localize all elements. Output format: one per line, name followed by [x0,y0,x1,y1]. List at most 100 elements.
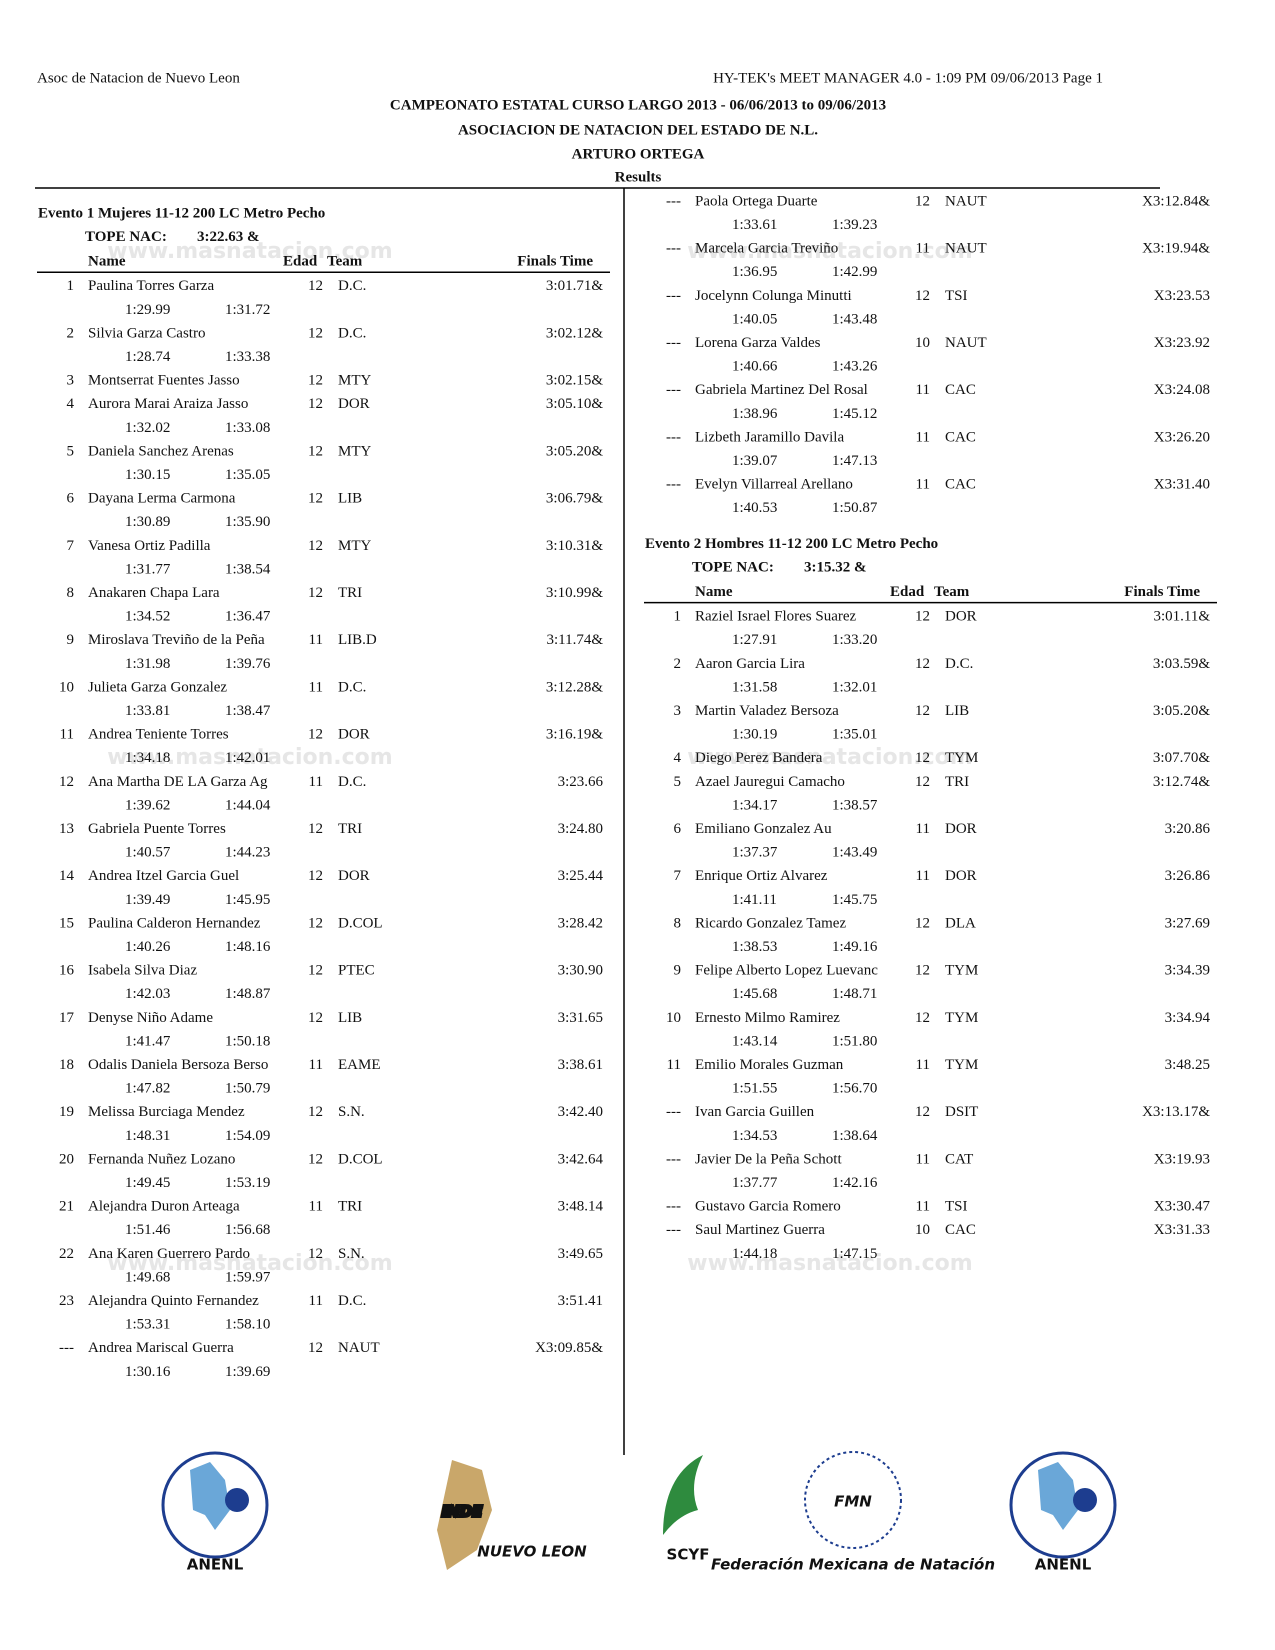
team: TRI [338,821,362,837]
team: DOR [338,868,370,884]
swimmer-name: Jocelynn Colunga Minutti [695,288,852,304]
split: 1:43.48 [832,311,877,327]
age: 12 [915,656,930,672]
swimmer-name: Martin Valadez Bersoza [695,703,839,719]
finals-time: 3:34.94 [1165,1010,1211,1026]
place: 8 [67,585,75,601]
finals-time: X3:24.08 [1154,382,1210,398]
place: 20 [59,1151,74,1167]
split: 1:38.96 [732,406,778,422]
split: 1:45.12 [832,406,877,422]
logo-text: ANENL [1035,1556,1092,1574]
age: 12 [308,1340,323,1356]
finals-time: 3:16.19& [546,727,603,743]
header-right: HY-TEK's MEET MANAGER 4.0 - 1:09 PM 09/0… [713,70,1103,86]
watermark: www.masnatacion.com [107,239,392,264]
place: 16 [59,963,75,979]
split: 1:48.31 [125,1128,170,1144]
split: 1:29.99 [125,302,170,318]
age: 12 [308,821,323,837]
age: 11 [916,429,930,445]
finals-time: 3:11.74& [546,632,603,648]
swimmer-name: Gustavo Garcia Romero [695,1199,841,1215]
place: 6 [674,821,682,837]
split: 1:40.57 [125,845,171,861]
col-time: Finals Time [1124,584,1200,600]
place: 7 [674,868,682,884]
team: NAUT [338,1340,380,1356]
split: 1:32.02 [125,420,170,436]
swimmer-name: Lorena Garza Valdes [695,335,821,351]
split: 1:30.89 [125,514,170,530]
place: 13 [59,821,74,837]
team: TRI [338,585,362,601]
place: 10 [59,679,74,695]
finals-time: X3:26.20 [1154,429,1210,445]
venue: ARTURO ORTEGA [572,146,705,162]
split: 1:35.05 [225,467,270,483]
logo-map [190,1462,230,1530]
swimmer-name: Paola Ortega Duarte [695,193,818,209]
col-name: Name [88,254,126,270]
split: 1:32.01 [832,679,877,695]
age: 12 [308,373,323,389]
swimmer-name: Melissa Burciaga Mendez [88,1104,245,1120]
team: CAC [945,429,976,445]
place: 21 [59,1199,74,1215]
team: D.C. [338,278,366,294]
watermark: www.masnatacion.com [687,1251,972,1276]
place: 18 [59,1057,74,1073]
team: MTY [338,373,372,389]
finals-time: 3:49.65 [558,1246,603,1262]
split: 1:38.54 [225,561,271,577]
age: 12 [308,915,323,931]
split: 1:45.95 [225,892,270,908]
logo-ball [1073,1488,1097,1512]
split: 1:47.15 [832,1246,877,1262]
split: 1:37.77 [732,1175,778,1191]
results: Evento 1 Mujeres 11-12 200 LC Metro Pech… [37,193,1217,1380]
finals-time: 3:42.64 [558,1151,604,1167]
col-age: Edad [890,584,925,600]
place: 4 [67,396,75,412]
finals-time: X3:13.17& [1142,1104,1210,1120]
split: 1:34.53 [732,1128,777,1144]
team: LIB.D [338,632,377,648]
split: 1:35.90 [225,514,270,530]
tope-value: 3:22.63 & [197,229,260,245]
swimmer-name: Denyse Niño Adame [88,1010,213,1026]
finals-time: 3:20.86 [1165,821,1211,837]
split: 1:40.26 [125,939,171,955]
swimmer-name: Anakaren Chapa Lara [88,585,220,601]
team: TYM [945,1057,978,1073]
split: 1:31.98 [125,656,170,672]
watermarks: www.masnatacion.com www.masnatacion.com ww… [107,239,972,1276]
age: 12 [308,1151,323,1167]
split: 1:38.57 [832,797,878,813]
logo-emblem [1009,1451,1117,1559]
swimmer-name: Aurora Marai Araiza Jasso [88,396,248,412]
swimmer-name: Fernanda Nuñez Lozano [88,1151,235,1167]
split: 1:50.87 [832,500,878,516]
team: CAC [945,477,976,493]
split: 1:31.77 [125,561,171,577]
split: 1:38.64 [832,1128,878,1144]
age: 11 [916,1199,930,1215]
split: 1:33.61 [732,217,777,233]
finals-time: 3:02.15& [546,373,603,389]
swimmer-name: Gabriela Puente Torres [88,821,226,837]
split: 1:48.71 [832,986,877,1002]
event-title: Evento 1 Mujeres 11-12 200 LC Metro Pech… [38,205,325,221]
age: 12 [915,703,930,719]
finals-time: X3:12.84& [1142,193,1210,209]
age: 12 [308,727,323,743]
age: 11 [916,382,930,398]
split: 1:56.68 [225,1222,270,1238]
finals-time: 3:05.20& [546,443,603,459]
swimmer-name: Emilio Morales Guzman [695,1057,844,1073]
split: 1:42.99 [832,264,877,280]
place: --- [666,1199,681,1215]
logo-map [1038,1462,1078,1530]
meet-subtitle: ASOCIACION DE NATACION DEL ESTADO DE N.L… [458,122,818,138]
split: 1:40.66 [732,359,778,375]
